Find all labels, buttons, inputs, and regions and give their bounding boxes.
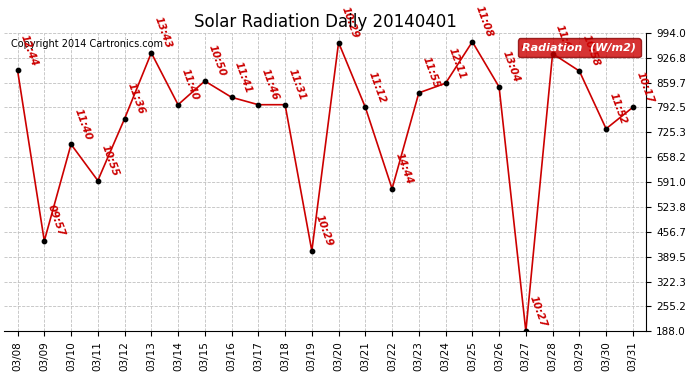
Text: 11:31: 11:31 bbox=[286, 68, 307, 102]
Title: Solar Radiation Daily 20140401: Solar Radiation Daily 20140401 bbox=[194, 13, 457, 32]
Text: 09:57: 09:57 bbox=[46, 204, 66, 238]
Point bbox=[627, 104, 638, 110]
Point bbox=[279, 102, 290, 108]
Text: 14:44: 14:44 bbox=[393, 152, 414, 186]
Point bbox=[119, 116, 130, 122]
Point bbox=[440, 80, 451, 86]
Legend: Radiation  (W/m2): Radiation (W/m2) bbox=[518, 39, 641, 57]
Text: 10:29: 10:29 bbox=[340, 5, 361, 40]
Point bbox=[359, 104, 371, 110]
Point bbox=[413, 90, 424, 96]
Point bbox=[306, 248, 317, 254]
Point bbox=[520, 328, 531, 334]
Point bbox=[547, 51, 558, 57]
Text: 11:55: 11:55 bbox=[420, 56, 441, 90]
Point bbox=[92, 178, 104, 184]
Text: 10:58: 10:58 bbox=[581, 34, 602, 68]
Text: 11:52: 11:52 bbox=[607, 92, 628, 126]
Point bbox=[333, 39, 344, 45]
Text: 11:0: 11:0 bbox=[554, 23, 572, 51]
Point bbox=[199, 78, 210, 84]
Text: 13:04: 13:04 bbox=[500, 50, 521, 84]
Text: 11:12: 11:12 bbox=[366, 70, 388, 105]
Text: 13:43: 13:43 bbox=[152, 15, 173, 50]
Point bbox=[493, 84, 504, 90]
Text: 10:50: 10:50 bbox=[206, 44, 227, 78]
Point bbox=[66, 141, 77, 147]
Text: 10:29: 10:29 bbox=[313, 214, 334, 248]
Point bbox=[146, 50, 157, 56]
Point bbox=[39, 238, 50, 244]
Text: 11:41: 11:41 bbox=[233, 60, 254, 94]
Text: 10:55: 10:55 bbox=[99, 143, 120, 178]
Point bbox=[253, 102, 264, 108]
Point bbox=[574, 68, 585, 74]
Text: 12:44: 12:44 bbox=[19, 33, 39, 68]
Text: 11:40: 11:40 bbox=[179, 68, 200, 102]
Point bbox=[12, 67, 23, 73]
Point bbox=[172, 102, 184, 108]
Point bbox=[600, 126, 611, 132]
Text: 11:36: 11:36 bbox=[126, 81, 147, 116]
Point bbox=[226, 94, 237, 100]
Text: 11:40: 11:40 bbox=[72, 107, 93, 141]
Point bbox=[467, 39, 478, 45]
Text: 11:08: 11:08 bbox=[474, 4, 495, 39]
Text: Copyright 2014 Cartronics.com: Copyright 2014 Cartronics.com bbox=[10, 39, 163, 49]
Text: 12:11: 12:11 bbox=[447, 46, 468, 81]
Text: 11:46: 11:46 bbox=[259, 68, 280, 102]
Text: 10:27: 10:27 bbox=[527, 294, 548, 328]
Point bbox=[386, 186, 397, 192]
Text: 10:17: 10:17 bbox=[634, 70, 655, 105]
